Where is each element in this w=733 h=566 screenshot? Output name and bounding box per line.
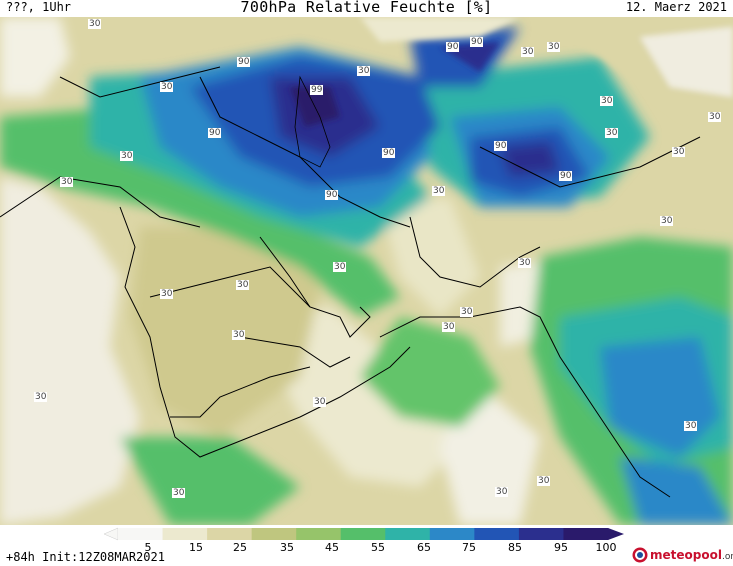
- contour-label: 90: [325, 190, 339, 200]
- colorbar-tick: 15: [189, 541, 203, 554]
- contour-label: 30: [660, 216, 674, 226]
- contour-label: 30: [547, 42, 561, 52]
- header-left-text: ???, 1Uhr: [6, 0, 72, 14]
- header-bar: ???, 1Uhr 700hPa Relative Feuchte [%] 12…: [0, 0, 733, 17]
- meteopool-logo-icon: [632, 547, 648, 563]
- contour-label: 30: [672, 147, 686, 157]
- colorbar-tick: 25: [233, 541, 247, 554]
- contour-label: 30: [60, 177, 74, 187]
- map-title: 700hPa Relative Feuchte [%]: [240, 0, 493, 16]
- contour-label: 30: [521, 47, 535, 57]
- contour-label: 30: [460, 307, 474, 317]
- colorbar-tick: 100: [595, 541, 617, 554]
- contour-label: 30: [518, 258, 532, 268]
- contour-label: 30: [537, 476, 551, 486]
- contour-label: 90: [446, 42, 460, 52]
- contour-label: 30: [357, 66, 371, 76]
- contour-label: 90: [470, 37, 484, 47]
- contour-label: 30: [495, 487, 509, 497]
- colorbar-segment: [207, 528, 253, 540]
- caspian-sea-outline: [294, 75, 331, 168]
- run-info: +84h Init:12Z08MAR2021: [6, 550, 165, 564]
- colorbar-segment: [385, 528, 431, 540]
- colorbar-right-tip: [608, 528, 624, 540]
- header-date: 12. Maerz 2021: [625, 0, 727, 14]
- contour-label: 30: [684, 421, 698, 431]
- contour-label: 30: [708, 112, 722, 122]
- map-borders: [0, 66, 701, 498]
- colorbar-tick: 85: [508, 541, 522, 554]
- contour-label: 30: [432, 186, 446, 196]
- colorbar-segment: [251, 528, 297, 540]
- contour-label: 30: [600, 96, 614, 106]
- colorbar-segment: [118, 528, 164, 540]
- meteopool-logo-text: meteopool.org: [650, 548, 733, 562]
- contour-label: 90: [208, 128, 222, 138]
- colorbar-tick: 5: [144, 541, 152, 554]
- colorbar-tick: 55: [371, 541, 385, 554]
- contour-label: 30: [172, 488, 186, 498]
- contour-label: 30: [120, 151, 134, 161]
- contour-label: 30: [236, 280, 250, 290]
- contour-label: 90: [559, 171, 573, 181]
- contour-label: 90: [237, 57, 251, 67]
- humidity-map: [0, 17, 733, 525]
- contour-label: 30: [605, 128, 619, 138]
- contour-label: 99: [310, 85, 324, 95]
- colorbar-tick: 35: [280, 541, 294, 554]
- colorbar-segment: [474, 528, 520, 540]
- contour-label: 30: [160, 82, 174, 92]
- colorbar-segment: [563, 528, 609, 540]
- colorbar-tick: 75: [462, 541, 476, 554]
- colorbar-left-tip: [103, 527, 119, 541]
- colorbar: [103, 527, 624, 541]
- contour-label: 30: [333, 262, 347, 272]
- colorbar-segment: [429, 528, 475, 540]
- contour-label: 30: [313, 397, 327, 407]
- colorbar-tick: 95: [554, 541, 568, 554]
- contour-label: 30: [160, 289, 174, 299]
- colorbar-segment: [162, 528, 208, 540]
- contour-label: 30: [88, 19, 102, 29]
- contour-label: 30: [232, 330, 246, 340]
- contour-label: 90: [382, 148, 396, 158]
- colorbar-tick: 45: [325, 541, 339, 554]
- meteopool-logo[interactable]: meteopool.org: [632, 545, 733, 565]
- contour-label: 30: [442, 322, 456, 332]
- colorbar-tick: 65: [417, 541, 431, 554]
- contour-label: 90: [494, 141, 508, 151]
- colorbar-segment: [340, 528, 386, 540]
- colorbar-segment: [518, 528, 564, 540]
- colorbar-segment: [296, 528, 342, 540]
- contour-label: 30: [34, 392, 48, 402]
